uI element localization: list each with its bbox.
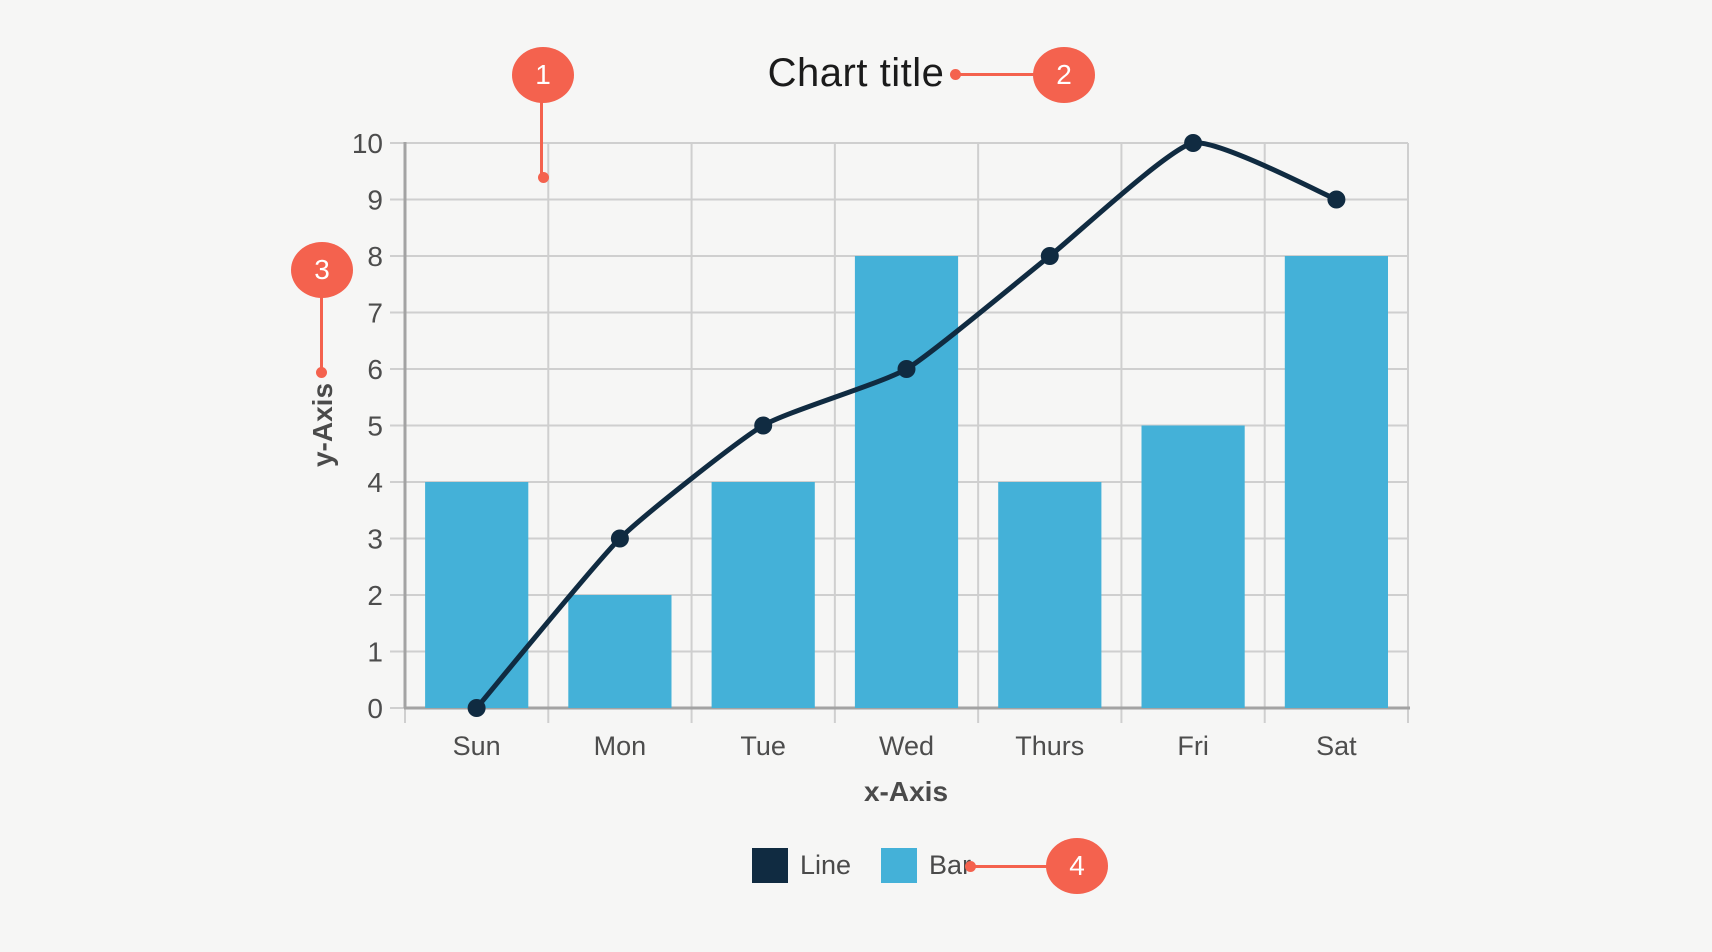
callout-connector-2	[958, 73, 1035, 76]
y-tick-label: 1	[367, 637, 383, 668]
legend-label-line: Line	[800, 850, 852, 880]
callout-badge-3: 3	[291, 242, 353, 298]
line-point	[1184, 134, 1203, 152]
callout-badge-4: 4	[1046, 838, 1108, 894]
x-tick-label: Sat	[1316, 731, 1357, 761]
callout-dot-2	[950, 69, 961, 80]
line-point	[1040, 247, 1059, 265]
x-tick-label: Wed	[879, 731, 934, 761]
y-tick-label: 8	[367, 241, 383, 272]
y-tick-label: 5	[367, 411, 383, 442]
legend: Line Bar	[752, 848, 971, 883]
y-tick-label: 7	[367, 298, 383, 329]
bar	[1141, 425, 1245, 708]
callout-dot-4	[965, 861, 976, 872]
callout-connector-4	[973, 865, 1048, 868]
bar	[568, 595, 672, 708]
bar	[998, 482, 1102, 708]
callout-badge-2: 2	[1033, 47, 1095, 103]
callout-connector-1	[540, 100, 543, 174]
x-tick-label: Fri	[1177, 731, 1208, 761]
x-axis-label: x-Axis	[863, 776, 949, 807]
bar	[854, 256, 959, 708]
bar	[711, 482, 815, 708]
chart-title: Chart title	[767, 51, 945, 95]
x-tick-label: Sun	[453, 731, 501, 761]
callout-dot-3	[316, 367, 327, 378]
x-tick-label: Mon	[594, 731, 647, 761]
line-point	[897, 360, 916, 378]
y-tick-label: 9	[367, 185, 383, 216]
legend-item-line: Line	[752, 848, 851, 883]
y-tick-label: 0	[367, 693, 383, 724]
callout-dot-1	[538, 172, 549, 183]
y-axis-label: y-Axis	[307, 382, 338, 468]
y-tick-label: 2	[367, 580, 383, 611]
y-tick-label: 6	[367, 354, 383, 385]
callout-connector-3	[320, 295, 323, 369]
line-point	[754, 416, 773, 435]
callout-badge-1: 1	[512, 47, 574, 103]
bar-series-swatch	[881, 848, 918, 883]
legend-label-bar: Bar	[929, 850, 972, 880]
y-tick-label: 3	[367, 524, 383, 555]
x-tick-label: Tue	[740, 731, 786, 761]
line-series-swatch	[752, 848, 788, 883]
y-tick-label: 4	[367, 467, 383, 498]
x-tick-label: Thurs	[1015, 731, 1084, 761]
legend-item-bar: Bar	[881, 848, 971, 883]
line-point	[610, 529, 629, 548]
bar	[425, 482, 529, 708]
bar	[1284, 256, 1388, 708]
line-point	[467, 699, 486, 717]
y-tick-label: 10	[352, 128, 383, 159]
line-point	[1327, 190, 1346, 209]
